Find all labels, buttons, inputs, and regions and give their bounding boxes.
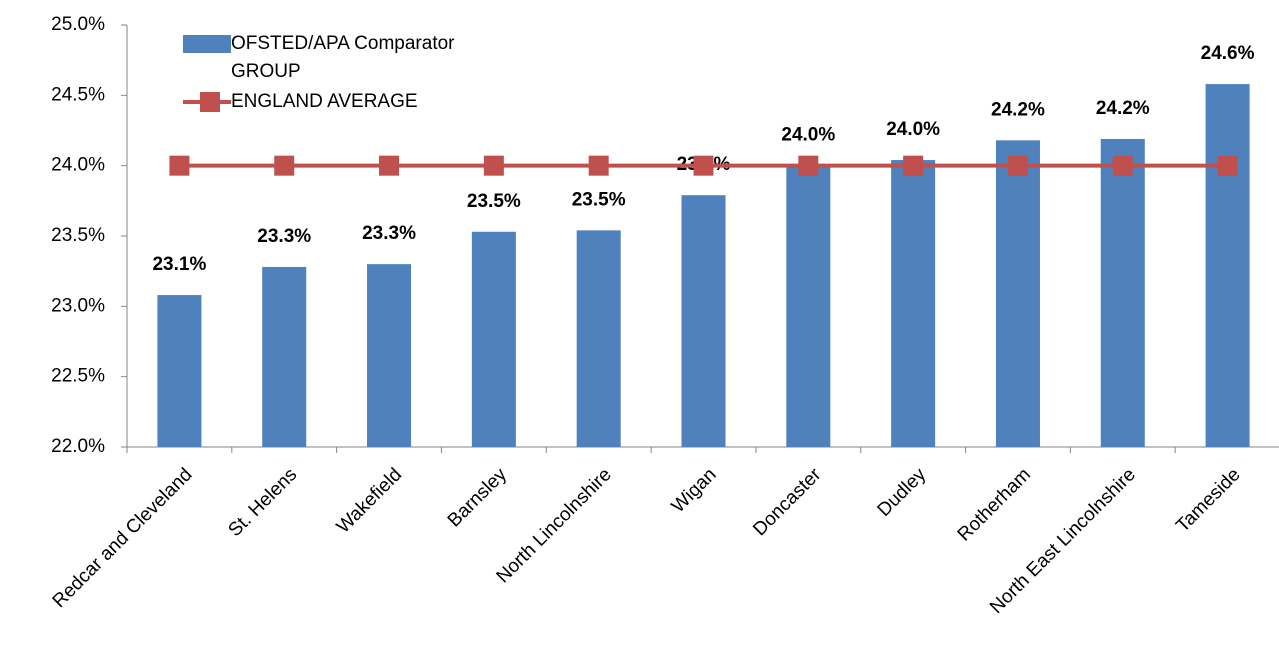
y-tick-label: 22.0% (51, 436, 105, 457)
data-label: 24.0% (781, 125, 835, 146)
line-marker (274, 155, 295, 176)
x-tick-label: Dudley (874, 464, 931, 521)
legend-label: ENGLAND AVERAGE (231, 91, 418, 112)
legend-swatch (183, 92, 231, 112)
data-label: 23.1% (152, 254, 206, 275)
line-marker (1112, 155, 1133, 176)
x-tick-label: Redcar and Cleveland (49, 464, 197, 612)
legend-item: ENGLAND AVERAGE (183, 88, 471, 116)
legend-label: OFSTED/APA Comparator GROUP (231, 33, 455, 82)
y-tick-label: 25.0% (51, 14, 105, 35)
line-marker (1217, 155, 1238, 176)
bar (367, 264, 412, 447)
line-marker (169, 155, 190, 176)
x-tick-label: Doncaster (749, 464, 826, 541)
data-label: 23.3% (362, 223, 416, 244)
bar (681, 195, 726, 447)
x-tick-label: Wakefield (333, 464, 406, 537)
line-marker (379, 155, 400, 176)
y-tick-label: 23.5% (51, 225, 105, 246)
line-marker (588, 155, 609, 176)
x-tick-label: Rotherham (954, 464, 1035, 545)
data-label: 23.5% (572, 189, 626, 210)
bar (995, 140, 1040, 447)
legend: OFSTED/APA Comparator GROUP ENGLAND AVERA… (183, 30, 471, 118)
data-label: 24.2% (1096, 98, 1150, 119)
x-tick-label: Tameside (1172, 464, 1244, 536)
legend-item: OFSTED/APA Comparator GROUP (183, 30, 471, 86)
bar (576, 230, 621, 447)
data-label: 23.5% (467, 191, 521, 212)
swatch (200, 92, 220, 112)
data-label: 24.0% (886, 119, 940, 140)
data-label: 24.2% (991, 99, 1045, 120)
line-marker (1007, 155, 1028, 176)
bar (471, 231, 516, 447)
bar (1100, 138, 1145, 447)
x-tick-label: St. Helens (224, 464, 301, 541)
x-tick-label: North Lincolnshire (493, 464, 616, 587)
bar (157, 295, 202, 447)
bar (891, 160, 936, 448)
y-tick-label: 24.0% (51, 155, 105, 176)
bar (1205, 84, 1250, 447)
legend-swatch (183, 35, 231, 53)
y-tick-label: 23.0% (51, 295, 105, 316)
line-marker (693, 155, 714, 176)
swatch (183, 35, 231, 53)
line-marker (903, 155, 924, 176)
bar (262, 266, 307, 447)
x-tick-label: Barnsley (444, 464, 511, 531)
data-label: 24.6% (1201, 43, 1255, 64)
y-tick-label: 24.5% (51, 84, 105, 105)
line-marker (483, 155, 504, 176)
y-tick-label: 22.5% (51, 366, 105, 387)
bar (786, 165, 831, 447)
data-label: 23.3% (257, 226, 311, 247)
line-marker (798, 155, 819, 176)
x-tick-label: Wigan (668, 464, 721, 517)
